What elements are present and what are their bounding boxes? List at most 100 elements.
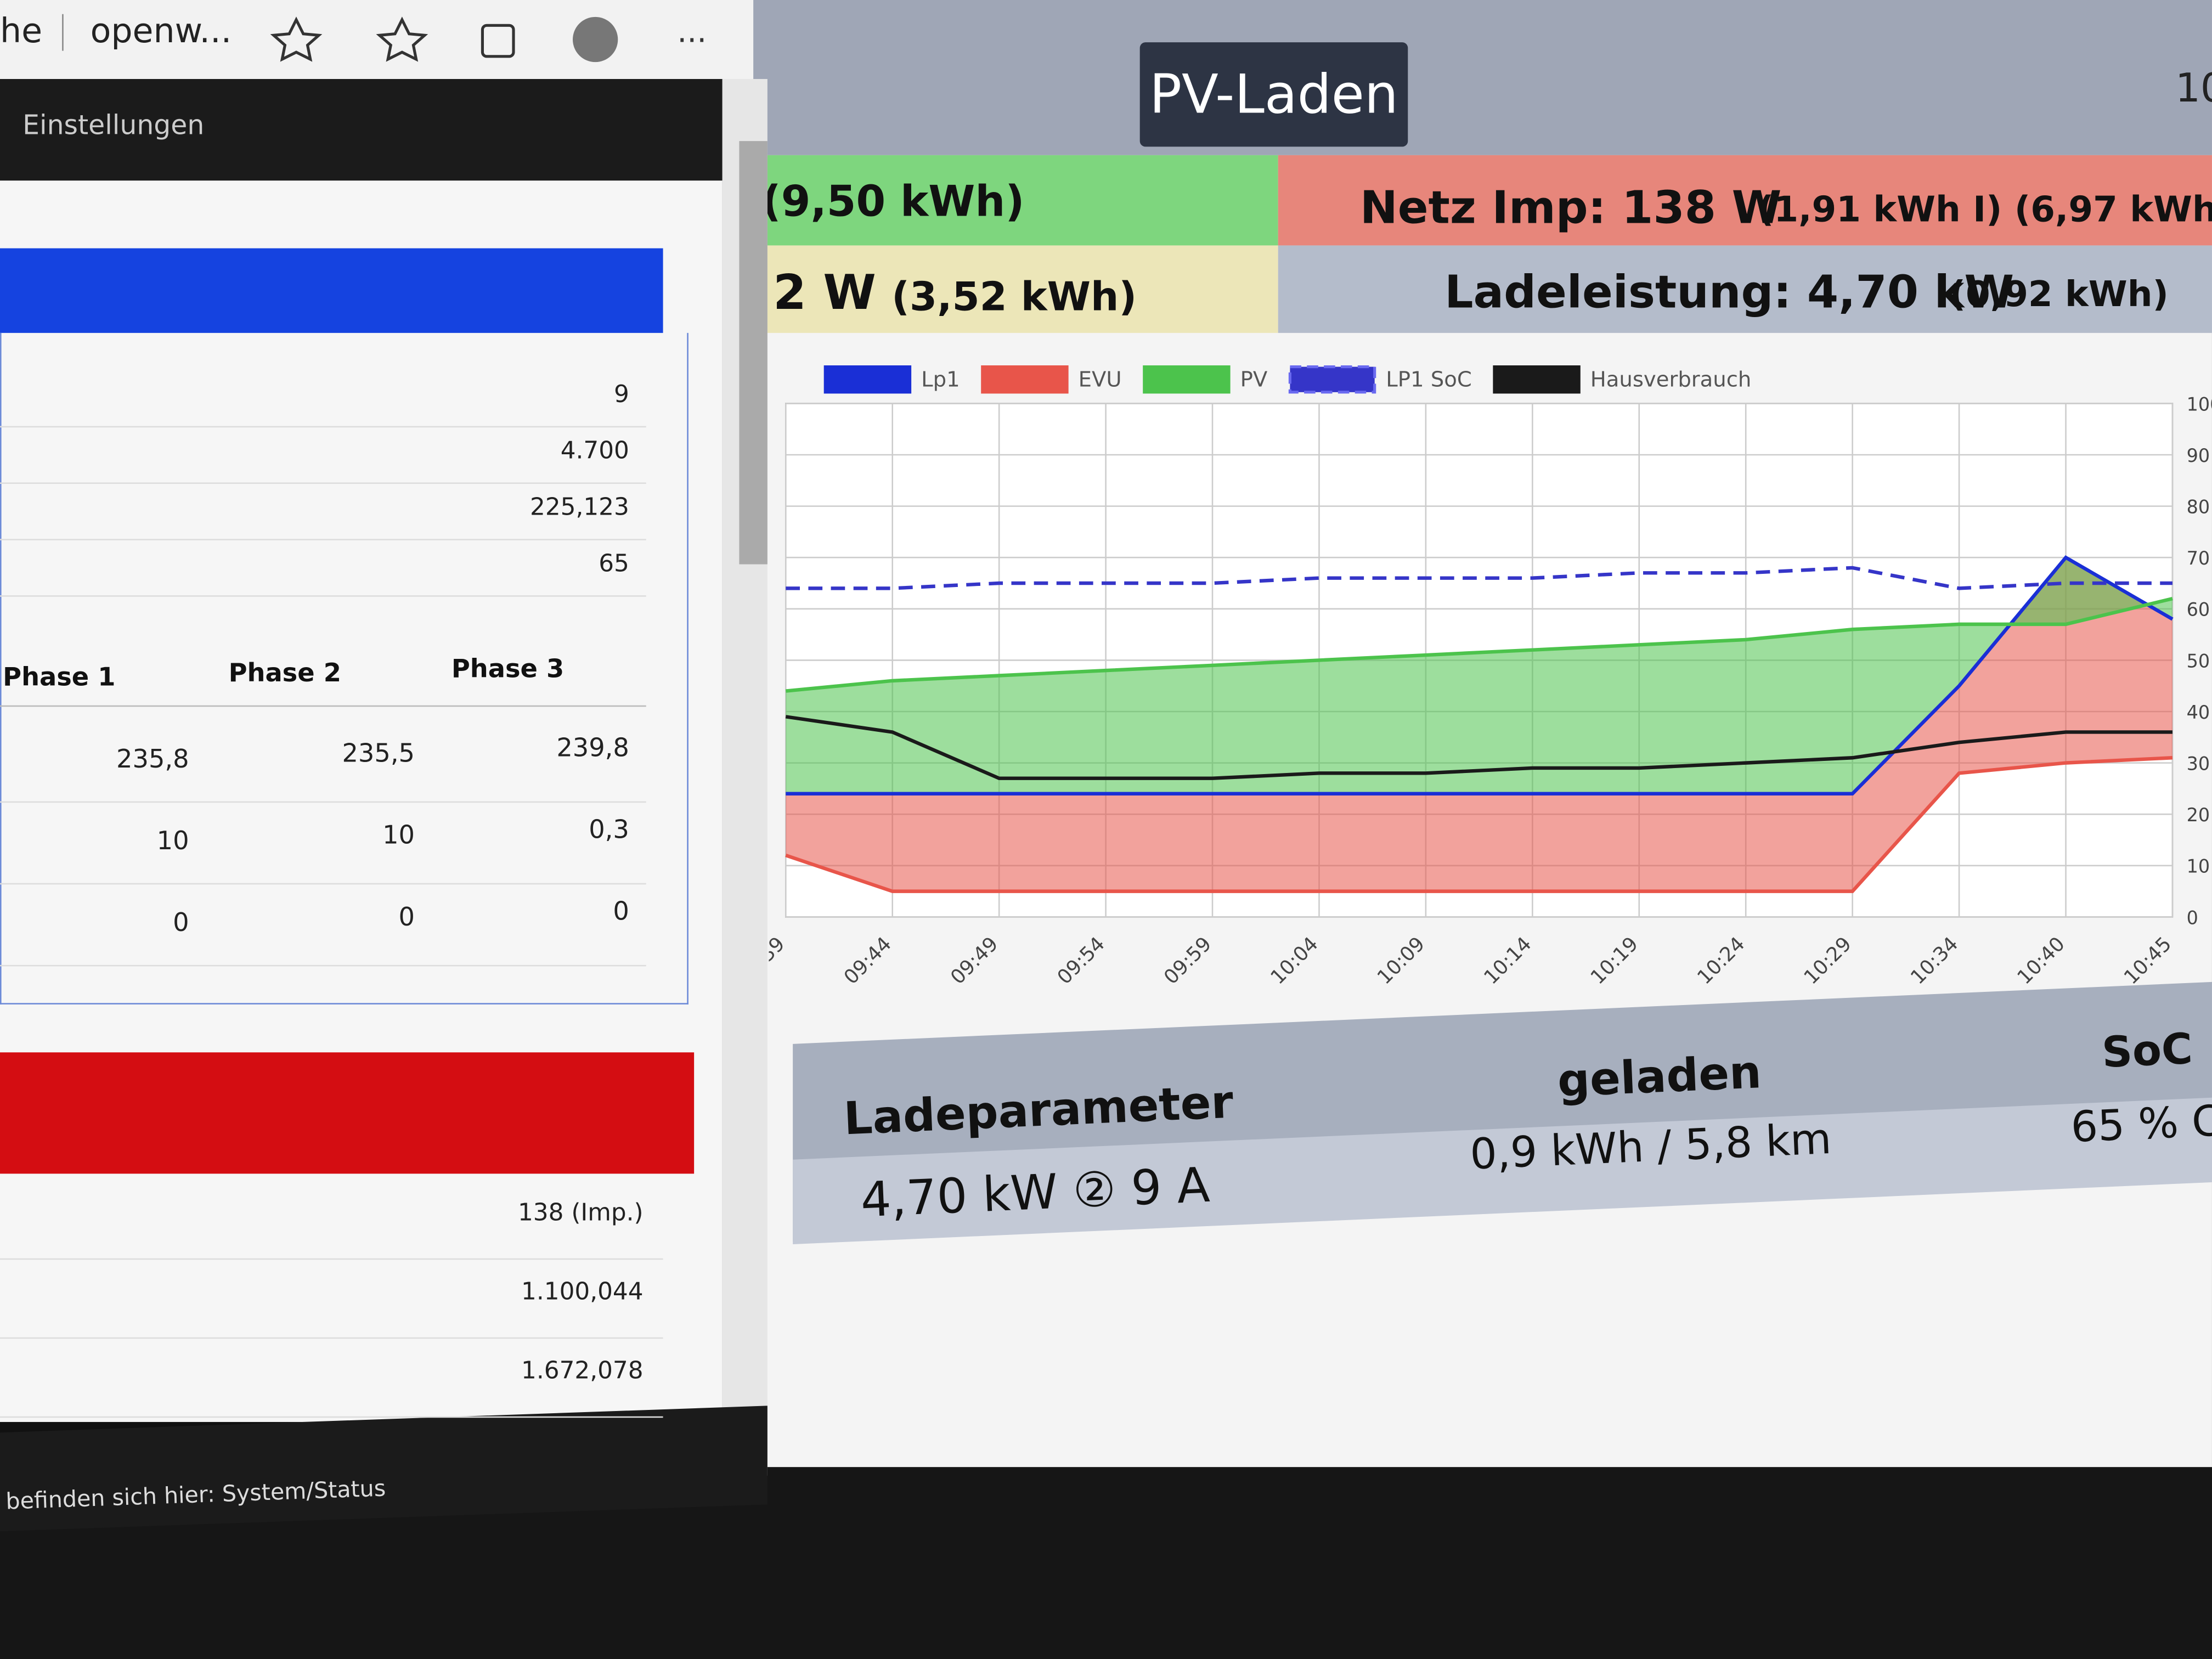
cell: 4.700 bbox=[560, 437, 629, 466]
cell: 9 bbox=[614, 381, 629, 409]
row-divider bbox=[0, 964, 646, 967]
nav-link[interactable]: Einstellungen bbox=[22, 110, 205, 142]
legend-swatch bbox=[1493, 365, 1581, 394]
nav-bar bbox=[0, 78, 723, 181]
x-tick-label: 10:24 bbox=[1693, 933, 1749, 989]
column-header: Phase 2 bbox=[228, 658, 341, 689]
legend-label: PV bbox=[1240, 368, 1268, 392]
row-divider bbox=[0, 426, 646, 428]
label: SoC bbox=[2101, 1025, 2194, 1079]
y-tick-label: 30 bbox=[2187, 753, 2210, 774]
lp-card bbox=[0, 332, 689, 1005]
row-divider bbox=[0, 1416, 663, 1418]
separator bbox=[62, 14, 64, 51]
cell: 138 (Imp.) bbox=[517, 1199, 644, 1228]
x-tick-label: 09:39 bbox=[769, 933, 789, 989]
pv-row bbox=[759, 155, 1278, 246]
menu-icon[interactable]: ··· bbox=[677, 22, 707, 59]
lade: Ladeleistung: 4,70 kW bbox=[1444, 265, 2015, 319]
clock: 10 bbox=[2175, 65, 2212, 112]
row-divider bbox=[0, 595, 646, 597]
series-line bbox=[785, 715, 2172, 780]
legend-label: Lp1 bbox=[921, 368, 960, 392]
profile-icon[interactable] bbox=[572, 16, 618, 63]
lade-row bbox=[1278, 245, 2212, 333]
lade-energy: (0,92 kWh) bbox=[1949, 273, 2169, 315]
cell: 0 bbox=[398, 902, 415, 933]
haus-energy: (3,52 kWh) bbox=[891, 273, 1137, 320]
haus-row bbox=[759, 245, 1278, 333]
row-divider bbox=[0, 539, 646, 540]
browser-toolbar bbox=[0, 0, 754, 79]
y-tick-label: 70 bbox=[2187, 548, 2210, 569]
x-tick-label: 10:40 bbox=[2013, 933, 2069, 989]
x-tick-label: 10:45 bbox=[2120, 933, 2176, 989]
row-divider bbox=[0, 482, 646, 484]
area bbox=[786, 557, 2172, 891]
favorites-icon[interactable] bbox=[376, 16, 428, 62]
x-tick-label: 10:34 bbox=[1906, 933, 1962, 989]
y-tick-label: 10 bbox=[2187, 856, 2210, 877]
lp-card-header bbox=[0, 248, 663, 333]
legend-swatch bbox=[1288, 365, 1376, 394]
favorite-icon[interactable] bbox=[270, 16, 323, 62]
netz-energy: (1,91 kWh I) (6,97 kWh E) bbox=[1757, 189, 2212, 230]
legend-label: LP1 SoC bbox=[1386, 368, 1472, 392]
series-line bbox=[785, 596, 2173, 693]
row-divider bbox=[0, 705, 646, 707]
evu-card-header bbox=[0, 1052, 695, 1174]
toolbar-icons: ··· bbox=[270, 16, 707, 63]
cell: 0,3 bbox=[589, 815, 629, 845]
cell: 239,8 bbox=[556, 733, 629, 764]
legend-swatch bbox=[823, 365, 912, 394]
series-line bbox=[786, 555, 2174, 795]
netz: Netz Imp: 138 W bbox=[1359, 180, 1782, 234]
column-header: Phase 3 bbox=[451, 654, 565, 685]
cell: 10 bbox=[156, 826, 189, 856]
x-tick-label: 10:14 bbox=[1480, 933, 1536, 989]
x-tick-label: 09:54 bbox=[1053, 933, 1109, 989]
tab[interactable]: openw... bbox=[90, 11, 232, 51]
y-tick-label: 60 bbox=[2187, 599, 2210, 620]
legend-label: EVU bbox=[1079, 368, 1122, 392]
y-tick-label: 90 bbox=[2187, 445, 2210, 466]
row-divider bbox=[0, 1337, 663, 1339]
cell: 0 bbox=[613, 897, 629, 927]
cell: 1.672,078 bbox=[521, 1357, 644, 1386]
cell: 0 bbox=[173, 908, 189, 938]
y-tick-label: 100 bbox=[2187, 393, 2212, 415]
row-divider bbox=[0, 883, 646, 885]
y-tick-label: 40 bbox=[2187, 702, 2210, 723]
x-tick-label: 09:44 bbox=[840, 933, 896, 989]
netz-row bbox=[1278, 155, 2212, 246]
series-line bbox=[786, 566, 2172, 590]
x-tick-label: 10:09 bbox=[1373, 933, 1429, 989]
x-tick-label: 10:19 bbox=[1587, 933, 1643, 989]
series-line bbox=[785, 756, 2173, 893]
x-tick-label: 10:04 bbox=[1267, 933, 1323, 989]
column-header: Phase 1 bbox=[3, 663, 116, 693]
row-divider bbox=[0, 1258, 663, 1260]
cell: 1.100,044 bbox=[521, 1278, 644, 1307]
area bbox=[786, 557, 2172, 794]
x-tick-label: 10:29 bbox=[1800, 933, 1856, 989]
legend-swatch bbox=[981, 365, 1069, 394]
pv-energy: (9,50 kWh) bbox=[761, 177, 1025, 227]
cell: 10 bbox=[382, 821, 415, 851]
tab[interactable]: he bbox=[0, 11, 43, 51]
value: 65 % C bbox=[2069, 1097, 2212, 1153]
y-tick-label: 0 bbox=[2187, 907, 2198, 928]
cell: 235,8 bbox=[116, 744, 189, 775]
y-tick-label: 50 bbox=[2187, 650, 2210, 672]
cell: 225,123 bbox=[530, 493, 629, 522]
cell: 65 bbox=[599, 550, 629, 579]
dashboard-title: PV-Laden bbox=[1139, 42, 1408, 147]
haus: 2 W bbox=[773, 265, 876, 322]
y-tick-label: 80 bbox=[2187, 496, 2210, 517]
cell: 235,5 bbox=[342, 739, 415, 769]
scroll-thumb[interactable] bbox=[739, 141, 768, 565]
legend-swatch bbox=[1143, 365, 1231, 394]
collections-icon[interactable] bbox=[481, 24, 515, 58]
